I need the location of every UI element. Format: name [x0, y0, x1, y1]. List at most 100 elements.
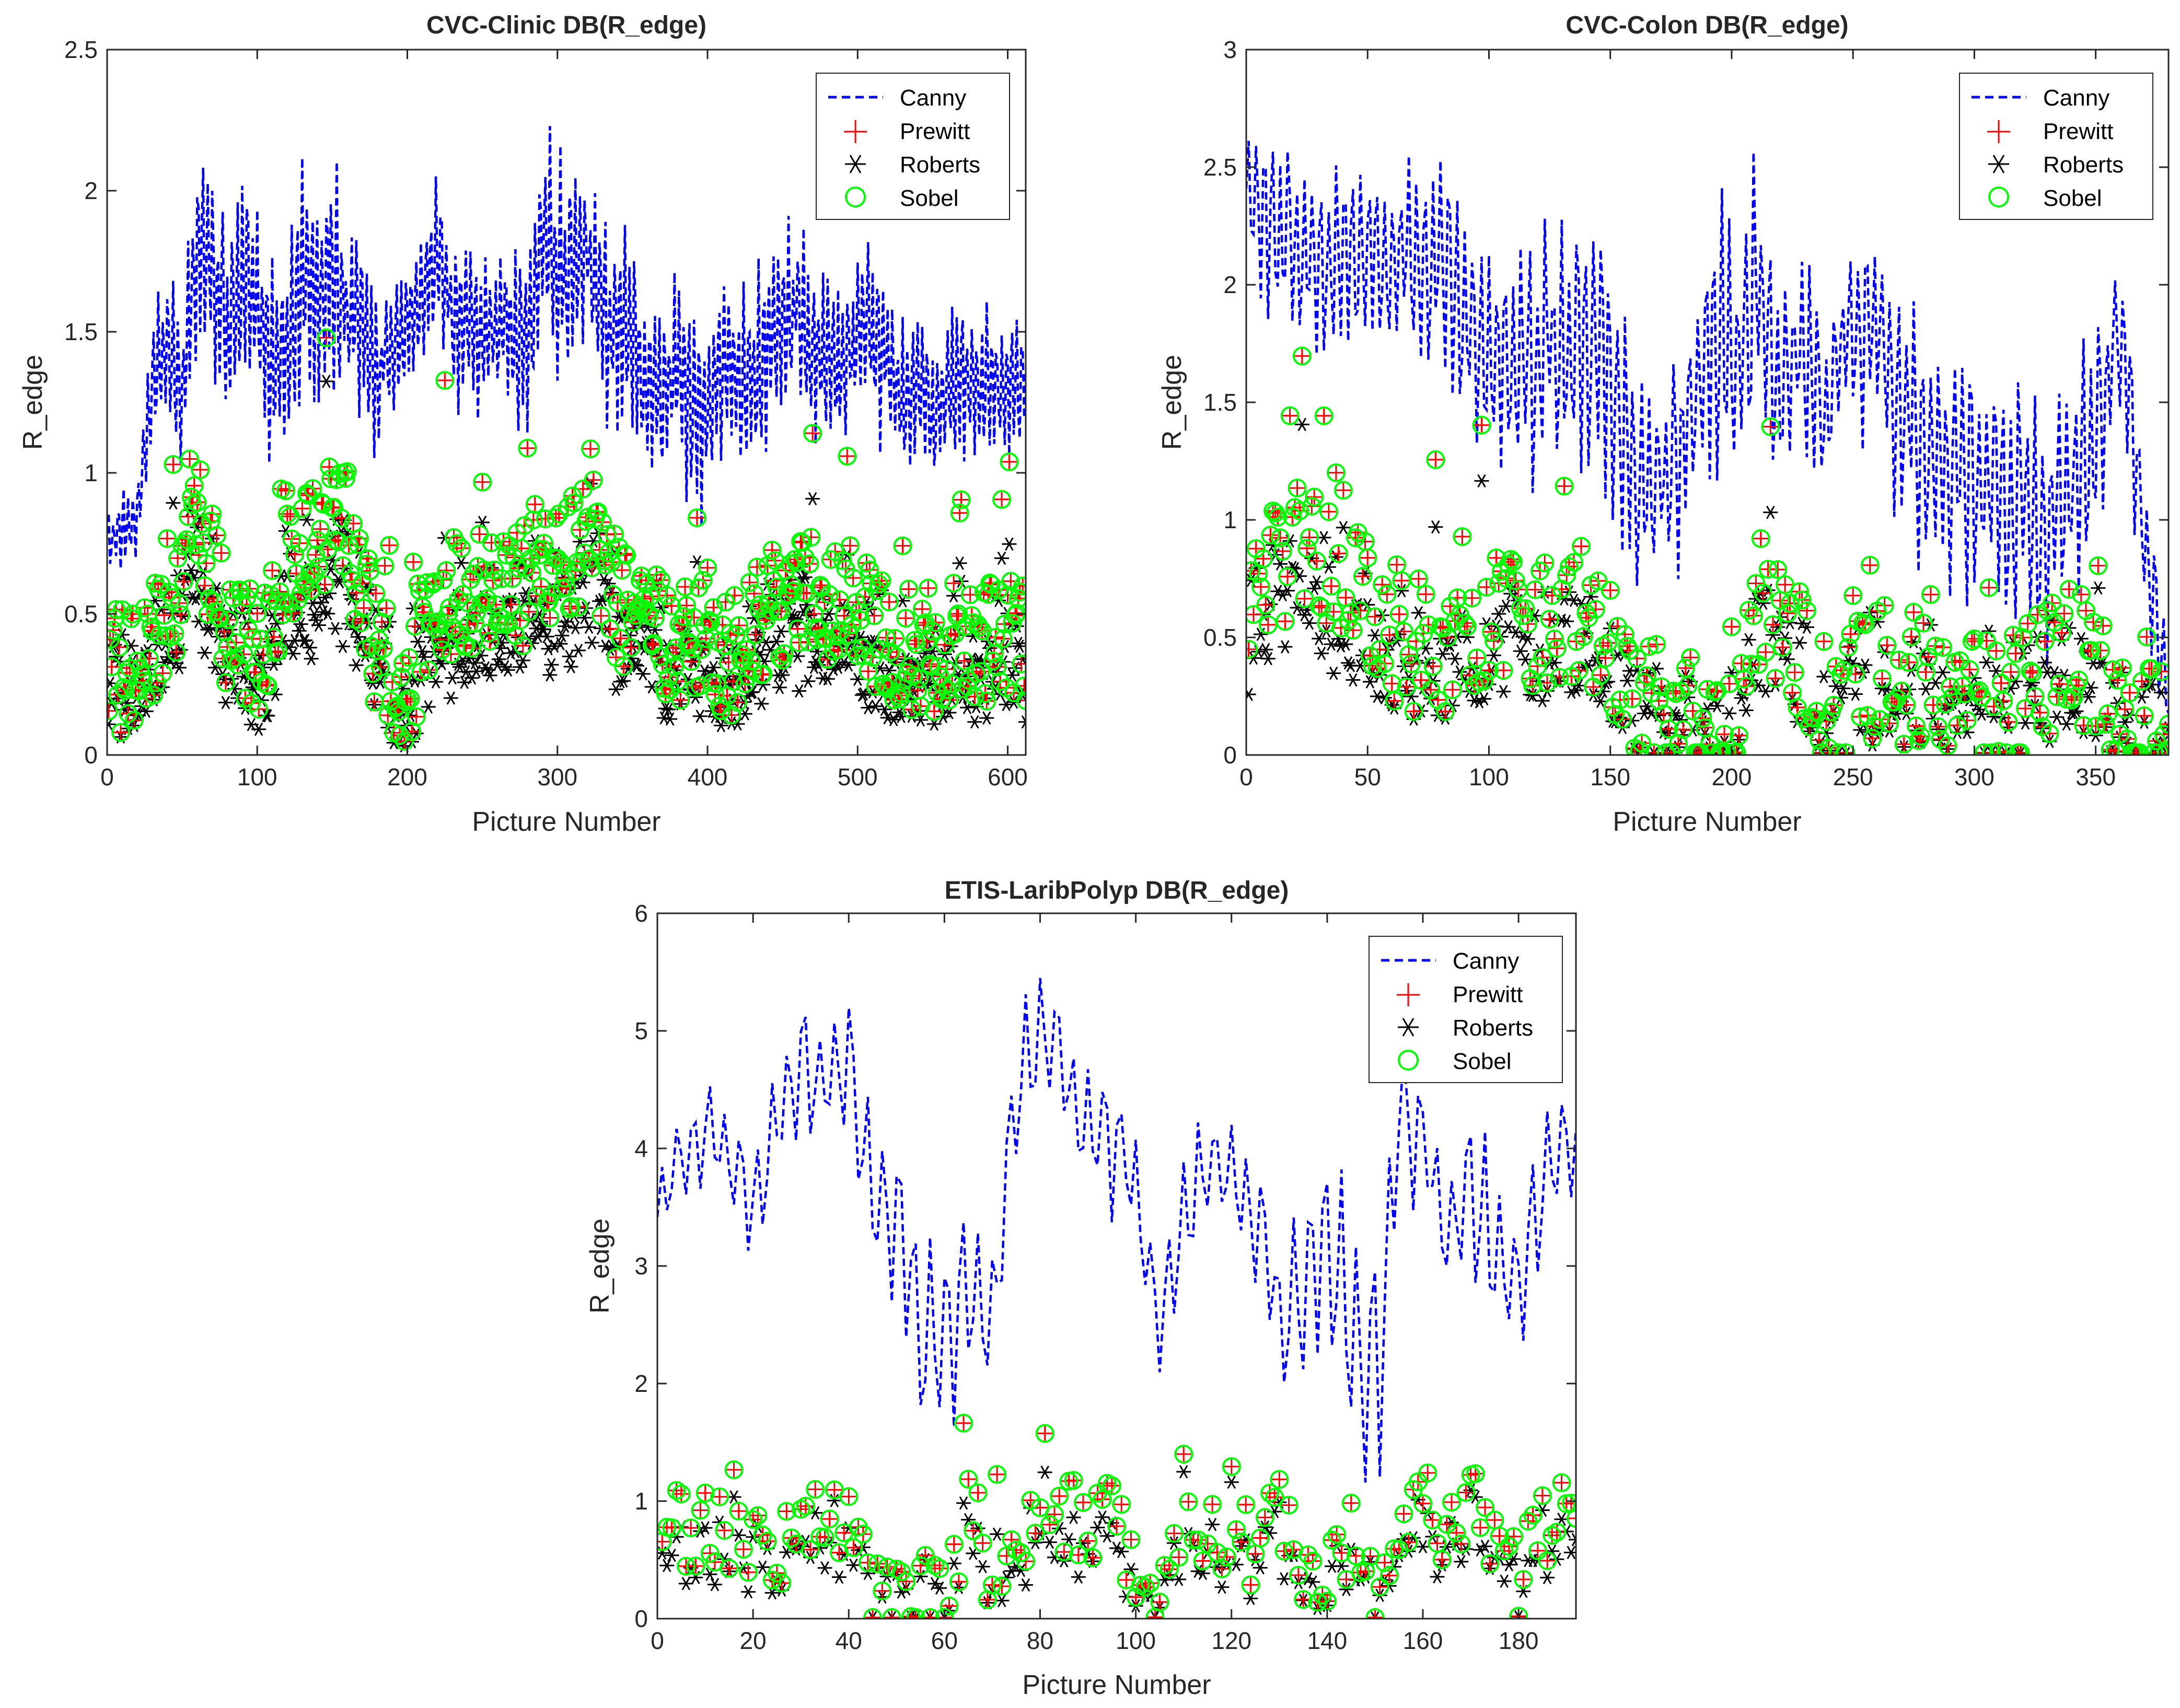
prewitt-point	[1639, 668, 1655, 684]
sobel-point	[954, 1413, 973, 1433]
prewitt-point	[1338, 589, 1354, 606]
roberts-point	[1071, 1570, 1086, 1584]
sobel-point	[1054, 1542, 1074, 1562]
prewitt-point	[1352, 602, 1369, 619]
roberts-point	[539, 630, 554, 644]
sobel-point	[1933, 638, 1952, 657]
roberts-point	[1253, 628, 1268, 641]
sobel-point	[581, 439, 600, 458]
sobel-point	[2030, 703, 2049, 722]
prewitt-point	[1003, 1531, 1019, 1548]
sobel-point	[1010, 583, 1026, 601]
sobel-point	[944, 574, 964, 593]
prewitt-point	[821, 1511, 838, 1527]
prewitt-point	[740, 1564, 756, 1581]
sobel-point	[1875, 596, 1894, 615]
roberts-point	[961, 1513, 976, 1527]
sobel-point	[1598, 633, 1618, 653]
sobel-point	[650, 647, 669, 666]
roberts-point	[513, 660, 527, 674]
sobel-point	[2120, 683, 2139, 702]
sobel-point	[600, 619, 620, 638]
x-tick-label: 20	[740, 1627, 767, 1654]
x-tick-label: 0	[1239, 763, 1253, 791]
prewitt-point	[1109, 1518, 1124, 1534]
sobel-point	[1255, 1508, 1274, 1527]
roberts-point	[1513, 644, 1528, 658]
sobel-point	[1851, 707, 1870, 726]
sobel-point	[1379, 1566, 1399, 1585]
sobel-point	[1289, 1565, 1308, 1585]
sobel-point	[1271, 528, 1290, 548]
prewitt-point	[1553, 1474, 1570, 1491]
prewitt-point	[1549, 1524, 1565, 1540]
prewitt-point	[1246, 641, 1257, 657]
prewitt-point	[2027, 688, 2043, 704]
sobel-point	[2144, 743, 2164, 755]
x-axis-label: Picture Number	[1613, 807, 1801, 837]
sobel-point	[1411, 670, 1431, 690]
sobel-point	[617, 545, 636, 565]
prewitt-point	[2107, 743, 2123, 755]
prewitt-point	[172, 607, 189, 623]
sobel-point	[1979, 578, 1999, 597]
sobel-point	[1475, 671, 1494, 690]
sobel-point	[1499, 1537, 1518, 1556]
prewitt-point	[1775, 639, 1791, 655]
sobel-point	[1792, 590, 1812, 610]
roberts-point	[1246, 688, 1256, 701]
sobel-point	[1829, 743, 1848, 755]
prewitt-point	[1624, 691, 1640, 707]
sobel-point	[186, 535, 205, 554]
sobel-point	[329, 532, 348, 551]
sobel-point	[399, 648, 419, 667]
prewitt-point	[841, 1489, 857, 1505]
sobel-series	[107, 328, 1026, 751]
prewitt-point	[735, 1541, 751, 1558]
sobel-point	[2064, 687, 2083, 706]
roberts-point	[1336, 521, 1351, 535]
sobel-point	[432, 640, 451, 659]
roberts-point	[754, 697, 769, 711]
sobel-point	[1409, 569, 1428, 588]
prewitt-point	[2015, 630, 2031, 646]
roberts-point	[1214, 1580, 1230, 1594]
prewitt-point	[356, 600, 372, 616]
sobel-point	[269, 642, 288, 661]
x-tick-label: 350	[2075, 763, 2116, 791]
y-tick-label: 2.5	[64, 36, 98, 63]
legend-roberts-label: Roberts	[2043, 152, 2124, 178]
sobel-point	[455, 636, 474, 656]
prewitt-point	[1896, 736, 1912, 752]
sobel-point	[741, 652, 761, 670]
prewitt-point	[2017, 701, 2033, 716]
sobel-point	[1916, 663, 1935, 682]
sobel-point	[449, 590, 468, 609]
sobel-point	[1790, 582, 1809, 601]
roberts-point	[124, 639, 138, 653]
sobel-point	[952, 490, 971, 509]
prewitt-point	[1384, 676, 1400, 692]
sobel-point	[1494, 1541, 1514, 1561]
prewitt-point	[1410, 571, 1427, 587]
y-tick-label: 1	[84, 459, 98, 486]
sobel-point	[1073, 1493, 1093, 1512]
sobel-point	[431, 630, 450, 649]
sobel-point	[1373, 575, 1392, 594]
sobel-point	[346, 583, 366, 602]
prewitt-point	[1915, 615, 1931, 631]
sobel-point	[239, 620, 258, 639]
roberts-point	[644, 680, 659, 694]
sobel-point	[1236, 1495, 1256, 1514]
roberts-point	[218, 695, 233, 710]
sobel-point	[1901, 627, 1921, 646]
prewitt-point	[1787, 664, 1803, 680]
sobel-point	[1533, 648, 1552, 667]
prewitt-point	[1280, 568, 1295, 585]
roberts-point	[1501, 1558, 1516, 1572]
prewitt-point	[1382, 627, 1397, 643]
sobel-point	[377, 599, 396, 618]
prewitt-point	[932, 1560, 948, 1576]
sobel-point	[753, 1525, 772, 1544]
axis-ticks: 0 50 100 150 200 250 300 350 0 0.5 1 1.5 2 2.5 3	[1203, 36, 2169, 791]
